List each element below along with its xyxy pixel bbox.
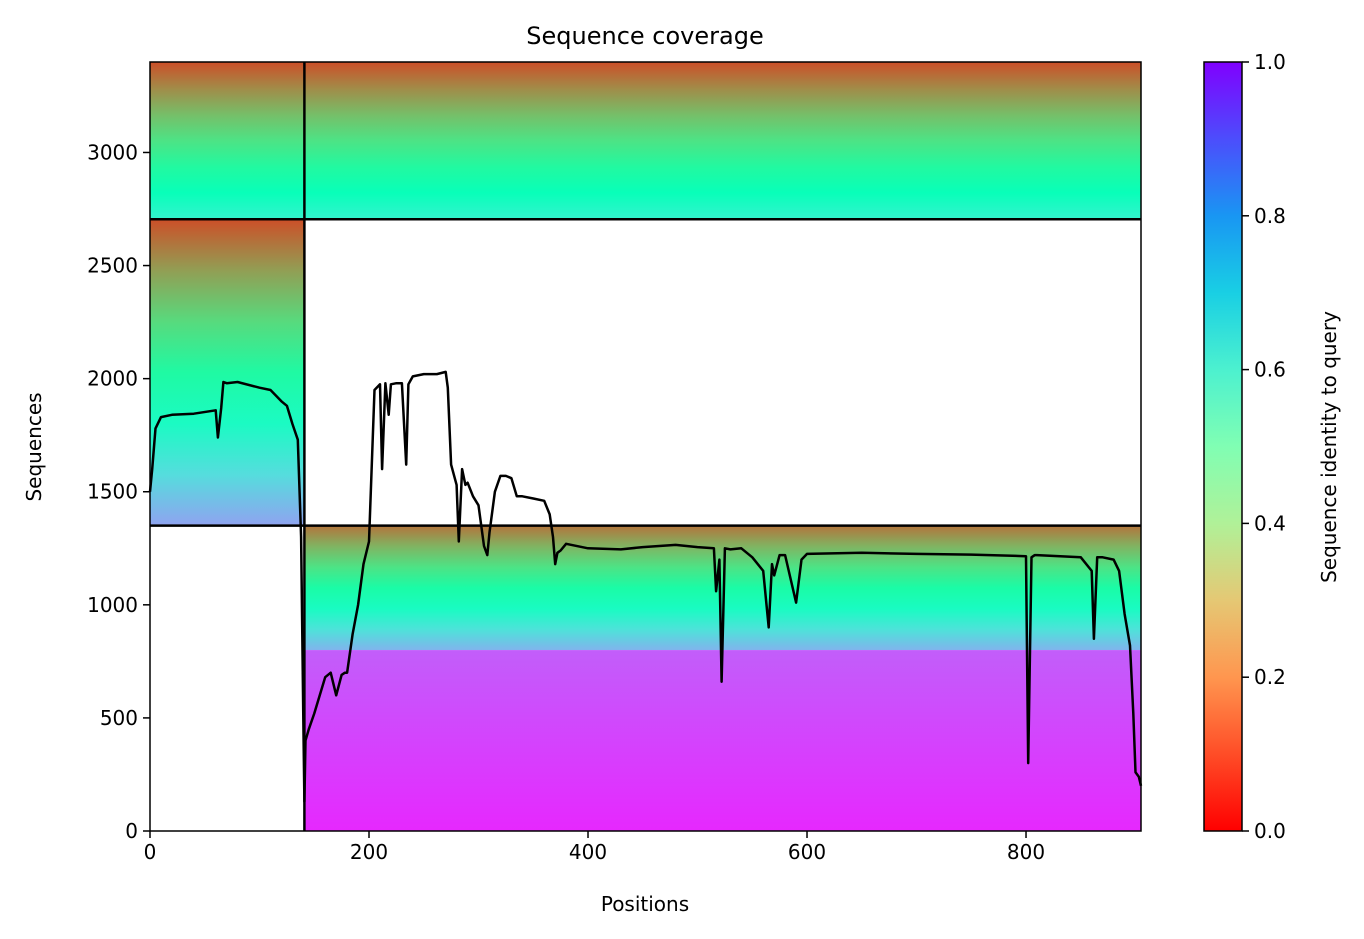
- y-tick-label: 2500: [87, 254, 138, 278]
- colorbar-gradient: [1203, 61, 1243, 832]
- x-tick-label: 400: [569, 840, 607, 864]
- colorbar-tick-label: 0.8: [1254, 204, 1286, 228]
- x-tick-label: 0: [144, 840, 157, 864]
- colorbar: 0.0 0.2 0.4 0.6 0.8 1.0 Sequence identity to …: [1203, 50, 1341, 843]
- x-tick-label: 800: [1007, 840, 1045, 864]
- colorbar-tick-label: 0.4: [1254, 511, 1286, 535]
- y-axis-label: Sequences: [22, 392, 46, 501]
- coverage-heatmap: [150, 62, 1141, 831]
- y-tick-label: 3000: [87, 140, 138, 164]
- chart-title: Sequence coverage: [526, 22, 763, 50]
- coverage-block: [150, 62, 305, 220]
- y-axis: 0 500 1000 1500 2000 2500 3000: [87, 140, 150, 843]
- y-tick-label: 1000: [87, 593, 138, 617]
- colorbar-tick-label: 0.6: [1254, 358, 1286, 382]
- x-tick-label: 600: [788, 840, 826, 864]
- x-axis: 0 200 400 600 800: [144, 831, 1045, 864]
- colorbar-label: Sequence identity to query: [1317, 311, 1341, 583]
- coverage-block: [304, 62, 1141, 220]
- y-tick-label: 500: [100, 706, 138, 730]
- coverage-block: [150, 219, 305, 526]
- y-tick-label: 2000: [87, 367, 138, 391]
- coverage-line: [148, 370, 1143, 803]
- y-tick-label: 0: [125, 819, 138, 843]
- x-axis-label: Positions: [601, 892, 689, 916]
- colorbar-tick-label: 0.0: [1254, 819, 1286, 843]
- coverage-line-group: [148, 370, 1143, 803]
- y-tick-label: 1500: [87, 480, 138, 504]
- colorbar-ticks: 0.0 0.2 0.4 0.6 0.8 1.0: [1242, 50, 1286, 843]
- plot-frame: [149, 61, 1142, 832]
- x-tick-label: 200: [350, 840, 388, 864]
- domain-boundaries: [150, 62, 1141, 831]
- colorbar-tick-label: 1.0: [1254, 50, 1286, 74]
- colorbar-tick-label: 0.2: [1254, 665, 1286, 689]
